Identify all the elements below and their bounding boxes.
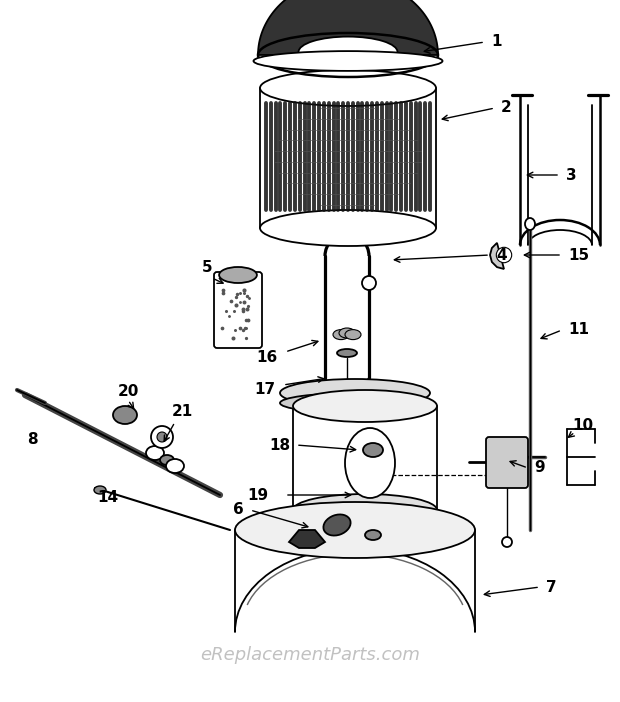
Text: 8: 8 [27,432,37,447]
Ellipse shape [293,390,437,422]
Text: 19: 19 [247,487,268,503]
Ellipse shape [146,446,164,460]
Text: 2: 2 [501,100,512,116]
Ellipse shape [260,210,436,246]
Text: 10: 10 [572,418,593,432]
Ellipse shape [293,494,437,526]
Text: 1: 1 [491,34,502,50]
Ellipse shape [337,349,357,357]
Ellipse shape [260,70,436,106]
Circle shape [151,426,173,448]
Text: 3: 3 [566,168,577,183]
Ellipse shape [339,328,355,338]
Ellipse shape [363,443,383,457]
Text: 5: 5 [202,260,212,275]
Ellipse shape [324,515,350,536]
Text: 4: 4 [496,248,507,263]
Ellipse shape [362,276,376,290]
Polygon shape [258,0,438,55]
Ellipse shape [345,428,395,498]
Polygon shape [289,530,325,548]
Text: 9: 9 [534,461,544,475]
Text: 11: 11 [568,322,589,338]
Text: 7: 7 [546,579,557,595]
Text: 18: 18 [269,437,290,453]
Ellipse shape [525,218,535,230]
Ellipse shape [160,455,174,465]
Circle shape [157,432,167,442]
FancyBboxPatch shape [214,272,262,348]
Ellipse shape [333,330,349,340]
Ellipse shape [502,537,512,547]
Ellipse shape [235,502,475,558]
Ellipse shape [298,37,397,67]
Ellipse shape [94,486,106,494]
Text: eReplacementParts.com: eReplacementParts.com [200,646,420,664]
Ellipse shape [113,406,137,424]
Ellipse shape [280,393,430,413]
Polygon shape [490,243,504,269]
Text: 6: 6 [233,503,244,517]
Text: 14: 14 [97,489,118,505]
Ellipse shape [280,379,430,407]
FancyBboxPatch shape [486,437,528,488]
Text: 20: 20 [117,385,139,399]
Text: 16: 16 [257,350,278,366]
Ellipse shape [496,247,511,263]
Ellipse shape [365,530,381,540]
Ellipse shape [345,330,361,340]
Text: 15: 15 [568,248,589,263]
Ellipse shape [254,51,443,71]
Ellipse shape [166,459,184,473]
Text: 21: 21 [171,404,193,420]
Ellipse shape [219,267,257,283]
Text: 17: 17 [254,383,275,397]
